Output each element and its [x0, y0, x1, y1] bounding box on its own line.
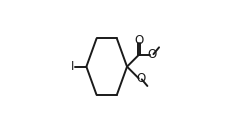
Text: O: O	[147, 48, 156, 62]
Text: I: I	[71, 60, 74, 73]
Text: O: O	[134, 34, 143, 47]
Text: O: O	[135, 72, 145, 85]
